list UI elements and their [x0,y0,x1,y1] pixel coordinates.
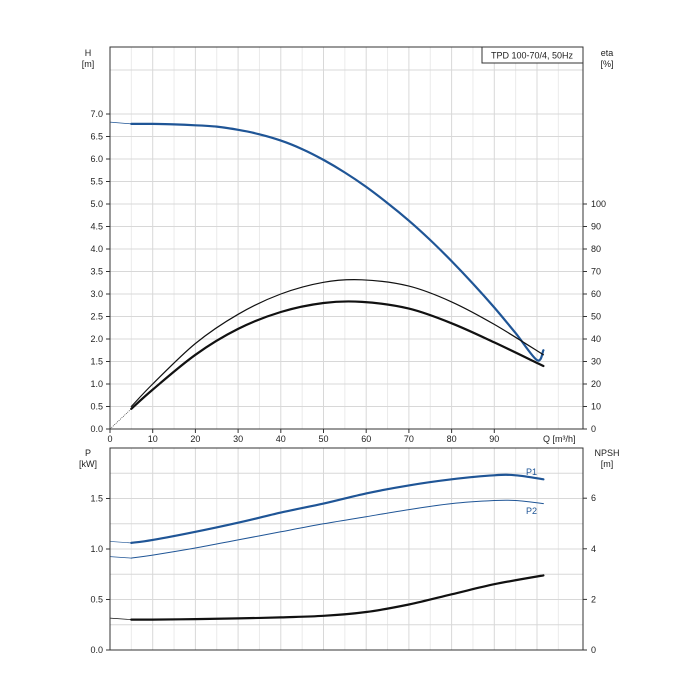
power-p2-lead [109,556,132,559]
y-tick-label-left: 6.0 [90,154,103,164]
y-tick-label-right: 10 [591,402,601,412]
y-tick-label-left: 0.5 [90,402,103,412]
y-tick-label-left: 7.0 [90,109,103,119]
efficiency-curve-thin [130,279,544,408]
y-tick-label-left: 2.0 [90,334,103,344]
y-tick-label-right: 90 [591,222,601,232]
y-tick-label-right: 100 [591,199,606,209]
power-p2-curve [130,499,544,559]
y-axis-label-left-unit: [m] [82,59,95,69]
series-label-p1: P1 [526,467,537,477]
y-axis-label-right-unit: [%] [600,59,613,69]
efficiency-curve-lead [109,408,132,430]
y-tick-label-left: 1.5 [90,357,103,367]
y-tick-label-left: 3.0 [90,289,103,299]
y-tick-label-right: 2 [591,594,596,604]
efficiency-curve-thick [130,300,545,410]
y-tick-label-right: 6 [591,493,596,503]
y-tick-label-left: 4.5 [90,222,103,232]
head-curve-lead [109,121,132,125]
y-tick-label-right: 80 [591,244,601,254]
grid-layer [110,47,583,650]
npsh-lead [109,617,132,620]
power-p1-lead [109,541,132,544]
y-tick-label-left: 5.0 [90,199,103,209]
x-axis-label: Q [m³/h] [543,434,576,444]
y-tick-label-right: 20 [591,379,601,389]
model-name-box [481,46,584,64]
y-tick-label-left: 6.5 [90,132,103,142]
y-axis-label-left: P [85,448,91,458]
y-tick-label-right: 0 [591,424,596,434]
y-tick-label-right: 60 [591,289,601,299]
series-label-p2: P2 [526,506,537,516]
x-tick-label: 90 [489,434,499,444]
x-tick-label: 50 [318,434,328,444]
y-tick-label-right: 30 [591,357,601,367]
y-tick-label-left: 0.0 [90,645,103,655]
y-tick-label-left: 0.0 [90,424,103,434]
y-tick-label-right: 4 [591,544,596,554]
y-tick-label-left: 1.0 [90,379,103,389]
curve-layer: P1 P2 [109,121,545,621]
x-tick-label: 80 [447,434,457,444]
x-tick-label: 70 [404,434,414,444]
y-tick-label-right: 50 [591,312,601,322]
axis-layer: 0.0 0.5 1.0 1.5 2.0 2.5 3.0 3.5 4.0 4.5 5.0 5.5 6.0 6… [79,46,620,655]
y-tick-label-left: 1.0 [90,544,103,554]
model-name-label: TPD 100-70/4, 50Hz [491,51,574,61]
y-tick-label-left: 1.5 [90,494,103,504]
upper-plot-frame [109,46,584,430]
x-tick-label: 30 [233,434,243,444]
x-tick-label: 10 [148,434,158,444]
y-tick-label-left: 5.5 [90,177,103,187]
y-axis-label-right: eta [601,48,614,58]
x-tick-label: 40 [276,434,286,444]
y-axis-label-left: H [85,48,92,58]
npsh-curve [130,574,545,621]
y-axis-label-left-unit: [kW] [79,459,97,469]
y-tick-label-left: 4.0 [90,244,103,254]
x-tick-label: 20 [190,434,200,444]
y-tick-label-right: 40 [591,334,601,344]
x-tick-label: 0 [107,434,112,444]
power-p1-curve [130,473,545,544]
y-axis-label-right: NPSH [594,448,619,458]
y-tick-label-right: 70 [591,267,601,277]
y-axis-label-right-unit: [m] [601,459,614,469]
y-tick-label-left: 3.5 [90,267,103,277]
head-curve [130,122,545,362]
y-tick-label-right: 0 [591,645,596,655]
y-tick-label-left: 0.5 [90,595,103,605]
y-tick-label-left: 2.5 [90,312,103,322]
x-tick-label: 60 [361,434,371,444]
